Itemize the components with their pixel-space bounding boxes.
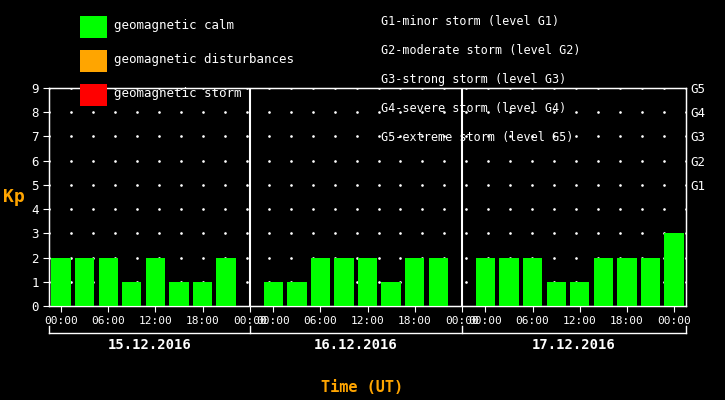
Bar <box>264 282 283 306</box>
Text: 16.12.2016: 16.12.2016 <box>314 338 397 352</box>
Bar <box>122 282 141 306</box>
Text: geomagnetic disturbances: geomagnetic disturbances <box>114 54 294 66</box>
Bar <box>193 282 212 306</box>
Bar <box>641 258 660 306</box>
Bar <box>381 282 401 306</box>
Bar <box>547 282 566 306</box>
Bar <box>500 258 518 306</box>
Bar <box>428 258 448 306</box>
Text: G2-moderate storm (level G2): G2-moderate storm (level G2) <box>381 44 580 57</box>
Bar <box>170 282 188 306</box>
Bar <box>51 258 71 306</box>
Text: G4-severe storm (level G4): G4-severe storm (level G4) <box>381 102 566 115</box>
Bar <box>217 258 236 306</box>
Bar <box>617 258 637 306</box>
Bar <box>570 282 589 306</box>
Text: geomagnetic storm: geomagnetic storm <box>114 88 241 100</box>
Text: geomagnetic calm: geomagnetic calm <box>114 20 234 32</box>
Bar <box>75 258 94 306</box>
Bar <box>99 258 118 306</box>
Text: G1-minor storm (level G1): G1-minor storm (level G1) <box>381 16 559 28</box>
Text: Time (UT): Time (UT) <box>321 380 404 395</box>
Bar <box>146 258 165 306</box>
Text: G5-extreme storm (level G5): G5-extreme storm (level G5) <box>381 131 573 144</box>
Bar <box>311 258 330 306</box>
Text: G3-strong storm (level G3): G3-strong storm (level G3) <box>381 73 566 86</box>
Bar <box>476 258 495 306</box>
Bar <box>405 258 424 306</box>
Bar <box>358 258 377 306</box>
Bar <box>523 258 542 306</box>
Text: Kp: Kp <box>4 188 25 206</box>
Bar <box>334 258 354 306</box>
Bar <box>664 233 684 306</box>
Text: 17.12.2016: 17.12.2016 <box>532 338 616 352</box>
Text: 15.12.2016: 15.12.2016 <box>107 338 191 352</box>
Bar <box>594 258 613 306</box>
Bar <box>287 282 307 306</box>
